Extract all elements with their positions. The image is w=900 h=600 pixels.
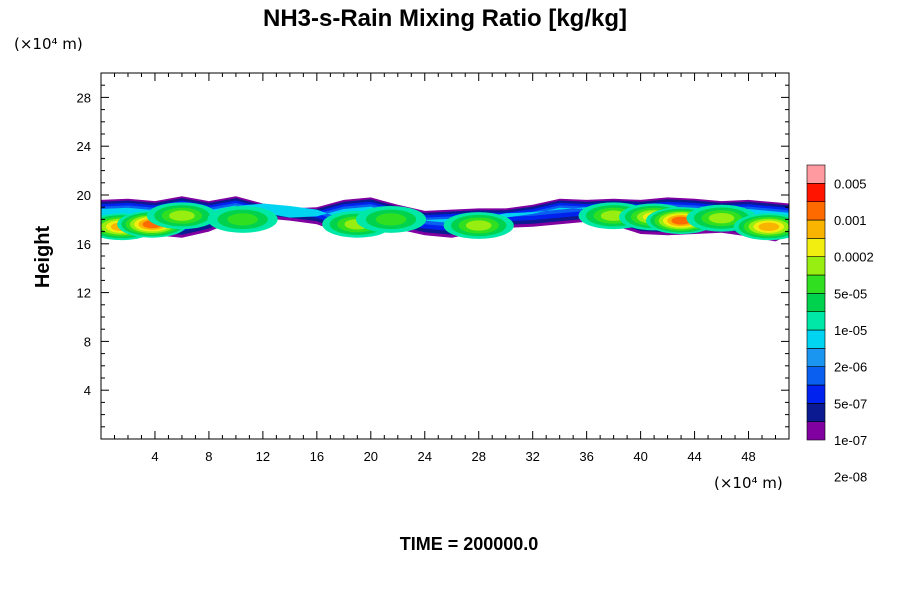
x-tick-label: 32 [525,449,539,464]
y-tick-label: 16 [77,237,91,252]
contour-maximum [671,216,691,225]
x-tick-label: 36 [579,449,593,464]
colorbar-swatch [806,348,826,367]
colorbar-swatch [806,384,826,404]
y-tick-label: 24 [77,139,91,154]
x-axis-unit: (×10⁴ m) [714,474,783,492]
colorbar-swatch [806,366,826,386]
colorbar-swatch [806,403,826,422]
x-tick-label: 20 [364,449,378,464]
contour-maximum [708,212,735,224]
x-tick-label: 8 [205,449,212,464]
contour-maximum [758,222,780,231]
colorbar-swatch [806,183,826,202]
contour-field [101,196,789,242]
colorbar-swatch [806,256,826,276]
colorbar-label: 5e-05 [834,286,867,301]
colorbar-swatch [806,201,826,221]
colorbar-swatch [806,421,826,441]
colorbar-label: 0.005 [834,176,867,191]
y-axis-label: Height [32,226,54,289]
x-tick-label: 44 [687,449,701,464]
contour-maximum [227,213,258,226]
x-tick-label: 12 [256,449,270,464]
plot-frame [100,72,790,440]
colorbar-swatch [806,219,826,239]
x-tick-label: 28 [471,449,485,464]
colorbar-swatch [806,329,826,349]
colorbar-label: 1e-05 [834,323,867,338]
colorbar-swatch [806,164,826,184]
chart-title: NH3-s-Rain Mixing Ratio [kg/kg] [263,5,627,32]
colorbar-swatch [806,274,826,294]
x-tick-label: 24 [418,449,432,464]
colorbar-label: 0.001 [834,213,867,228]
contour-maximum [169,210,195,221]
colorbar-label: 0.0002 [834,250,874,265]
colorbar-label: 2e-06 [834,360,867,375]
y-tick-label: 28 [77,90,91,105]
colorbar-label: 2e-08 [834,470,867,485]
y-tick-label: 12 [77,286,91,301]
y-tick-label: 4 [84,383,91,398]
colorbar-label: 1e-07 [834,433,867,448]
y-tick-label: 20 [77,188,91,203]
colorbar-swatch [806,293,826,312]
contour-maximum [465,220,492,231]
colorbar-swatch [806,311,826,331]
x-tick-label: 48 [741,449,755,464]
x-tick-label: 4 [151,449,158,464]
y-tick-label: 8 [84,334,91,349]
y-axis-unit: (×10⁴ m) [14,35,83,53]
colorbar-label: 5e-07 [834,396,867,411]
time-label: TIME = 200000.0 [400,534,539,554]
x-tick-label: 16 [310,449,324,464]
x-tick-label: 40 [633,449,647,464]
colorbar-swatch [806,238,826,257]
contour-maximum [375,213,407,226]
